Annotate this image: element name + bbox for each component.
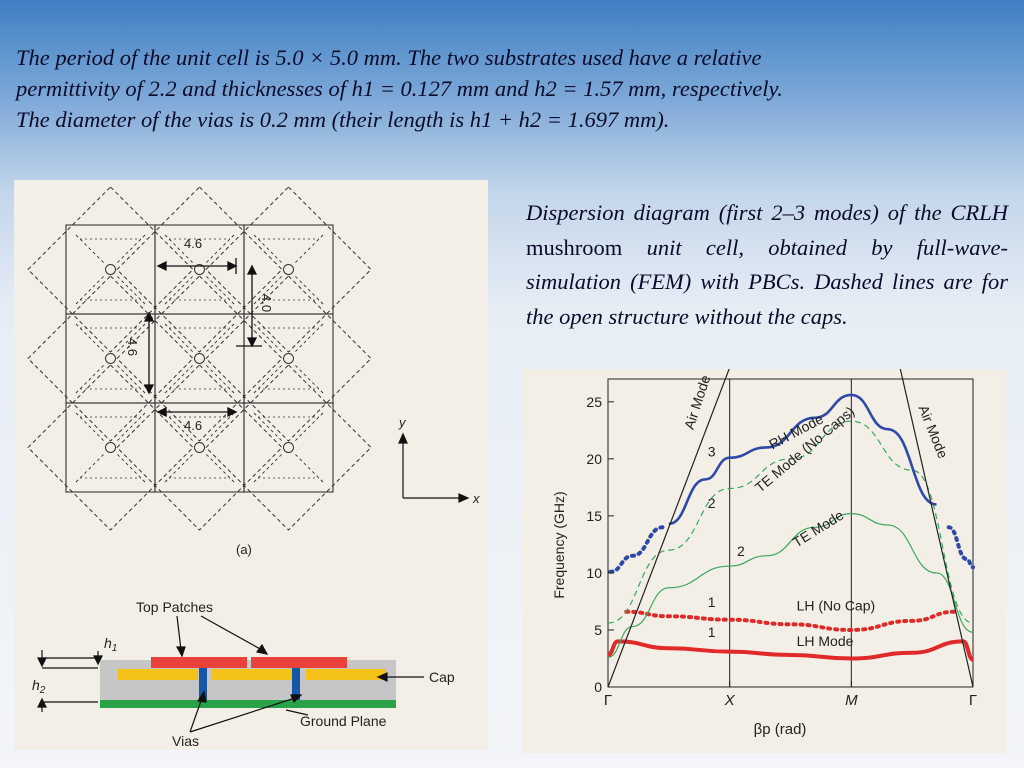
cap-layer-1 <box>118 669 198 680</box>
unit-cell <box>116 186 283 353</box>
chart-annotation: TE Mode <box>790 507 847 551</box>
h2-label: h2 <box>32 677 46 696</box>
chart-annotation: 1 <box>708 594 716 610</box>
unit-cell <box>205 364 372 531</box>
cap-label: Cap <box>429 669 455 685</box>
intro-line-3: The diameter of the vias is 0.2 mm (thei… <box>16 107 670 132</box>
unit-cell <box>205 186 372 353</box>
series-lh-mode <box>607 639 974 662</box>
chart-ticks: 0 5 10 15 20 25 Γ X M Γ <box>586 394 977 709</box>
via-2 <box>292 668 300 702</box>
unit-cell <box>27 364 194 531</box>
top-patch-2 <box>251 657 347 668</box>
intro-paragraph: The period of the unit cell is 5.0 × 5.0… <box>16 42 1006 135</box>
unit-cell <box>205 275 372 442</box>
plot-frame <box>607 378 974 688</box>
y-axis-title: Frequency (GHz) <box>551 491 567 598</box>
x-tick-label: M <box>845 692 858 709</box>
series-te-mode-no-caps- <box>607 420 974 624</box>
chart-annotation: LH Mode <box>797 633 854 649</box>
series-upper-dotted-mode-right <box>946 525 975 570</box>
intro-line-2: permittivity of 2.2 and thicknesses of h… <box>16 76 783 101</box>
figure-a-label: (a) <box>236 542 252 557</box>
unit-cell <box>116 275 283 442</box>
chart-annotation: Air Mode <box>915 403 951 461</box>
series-air-mode <box>899 367 974 688</box>
x-tick-label: Γ <box>969 692 977 709</box>
mushroom-grid <box>27 186 372 531</box>
dispersion-chart: 0 5 10 15 20 25 Γ X M Γ Frequency (GHz) βp (rad) … <box>522 367 1006 753</box>
dim-top-label: 4.6 <box>184 236 202 251</box>
h1-label: h1 <box>104 635 117 654</box>
chart-annotation: LH (No Cap) <box>797 598 876 614</box>
ground-plane <box>100 700 396 708</box>
dim-left-label: 4.6 <box>125 338 140 356</box>
vias-label: Vias <box>172 733 199 749</box>
x-axis-title: βp (rad) <box>754 721 807 738</box>
chart-annotation: 2 <box>708 495 716 511</box>
series-air-mode <box>607 367 731 688</box>
unit-cell <box>27 275 194 442</box>
y-axis-label: y <box>398 415 407 430</box>
unit-cell-figure: 4.6 4.6 4.6 4.0 y x (a) <box>14 180 488 750</box>
y-tick-label: 25 <box>586 394 602 410</box>
unit-cell <box>27 186 194 353</box>
figure-caption: Dispersion diagram (first 2–3 modes) of … <box>526 196 1008 334</box>
x-axis-label: x <box>472 491 480 506</box>
substrate-layer <box>100 660 396 702</box>
series-upper-dotted-mode <box>608 525 665 574</box>
chart-annotation: 2 <box>737 543 745 559</box>
y-tick-label: 5 <box>594 622 602 638</box>
dim-right-label: 4.0 <box>259 294 274 312</box>
caption-part-3: unit cell, obtained by full-wave-simulat… <box>526 234 1008 329</box>
series-lh-no-cap- <box>624 609 957 632</box>
via-1 <box>199 668 207 702</box>
intro-line-1: The period of the unit cell is 5.0 × 5.0… <box>16 45 762 70</box>
top-patches-label: Top Patches <box>136 599 213 615</box>
x-tick-label: Γ <box>604 692 612 709</box>
top-patch-1 <box>151 657 247 668</box>
cap-layer-3 <box>306 669 386 680</box>
y-tick-label: 20 <box>586 451 602 467</box>
chart-series <box>607 367 975 688</box>
chart-grid <box>607 378 974 688</box>
coordinate-axes <box>398 432 470 503</box>
chart-annotation: 3 <box>708 444 716 460</box>
unit-cell <box>116 364 283 531</box>
ground-plane-label: Ground Plane <box>300 713 387 729</box>
y-tick-label: 10 <box>586 565 602 581</box>
series-te-mode <box>607 513 974 658</box>
unit-cell-drawing: 4.6 4.6 4.6 4.0 y x (a) <box>27 186 480 749</box>
y-tick-label: 0 <box>594 679 602 695</box>
chart-annotation: 1 <box>708 624 716 640</box>
x-tick-label: X <box>724 692 736 709</box>
dimension-arrows <box>143 258 262 418</box>
caption-part-1: Dispersion diagram (first 2–3 modes) of … <box>526 200 1008 225</box>
series-rh-mode <box>668 393 937 526</box>
caption-part-2: mushroom <box>526 234 623 260</box>
cap-layer-2 <box>211 669 297 680</box>
cross-section-leaders <box>37 615 424 733</box>
dim-bottom-label: 4.6 <box>184 418 202 433</box>
cross-section <box>100 657 396 708</box>
y-tick-label: 15 <box>586 508 602 524</box>
